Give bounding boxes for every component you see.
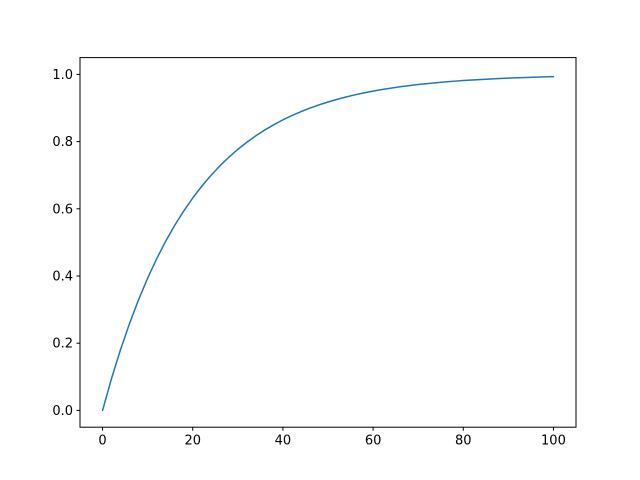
x-axis-tick-label: 80 xyxy=(455,434,472,449)
x-axis-tick-label: 100 xyxy=(541,434,566,449)
x-axis-tick-label: 40 xyxy=(275,434,292,449)
y-axis-tick-label: 0.2 xyxy=(52,337,73,352)
y-axis-tick-label: 0.8 xyxy=(52,135,73,150)
y-axis-tick-label: 1.0 xyxy=(52,68,73,83)
y-axis-tick-label: 0.4 xyxy=(52,270,73,285)
y-axis-tick-label: 0.0 xyxy=(52,404,73,419)
y-axis-tick-label: 0.6 xyxy=(52,202,73,217)
data-line-exponential-saturation-curve xyxy=(101,75,555,412)
x-axis-tick-label: 60 xyxy=(365,434,382,449)
x-axis-tick-label: 20 xyxy=(184,434,201,449)
axes-spines xyxy=(79,57,577,428)
x-axis-tick-label: 0 xyxy=(98,434,106,449)
